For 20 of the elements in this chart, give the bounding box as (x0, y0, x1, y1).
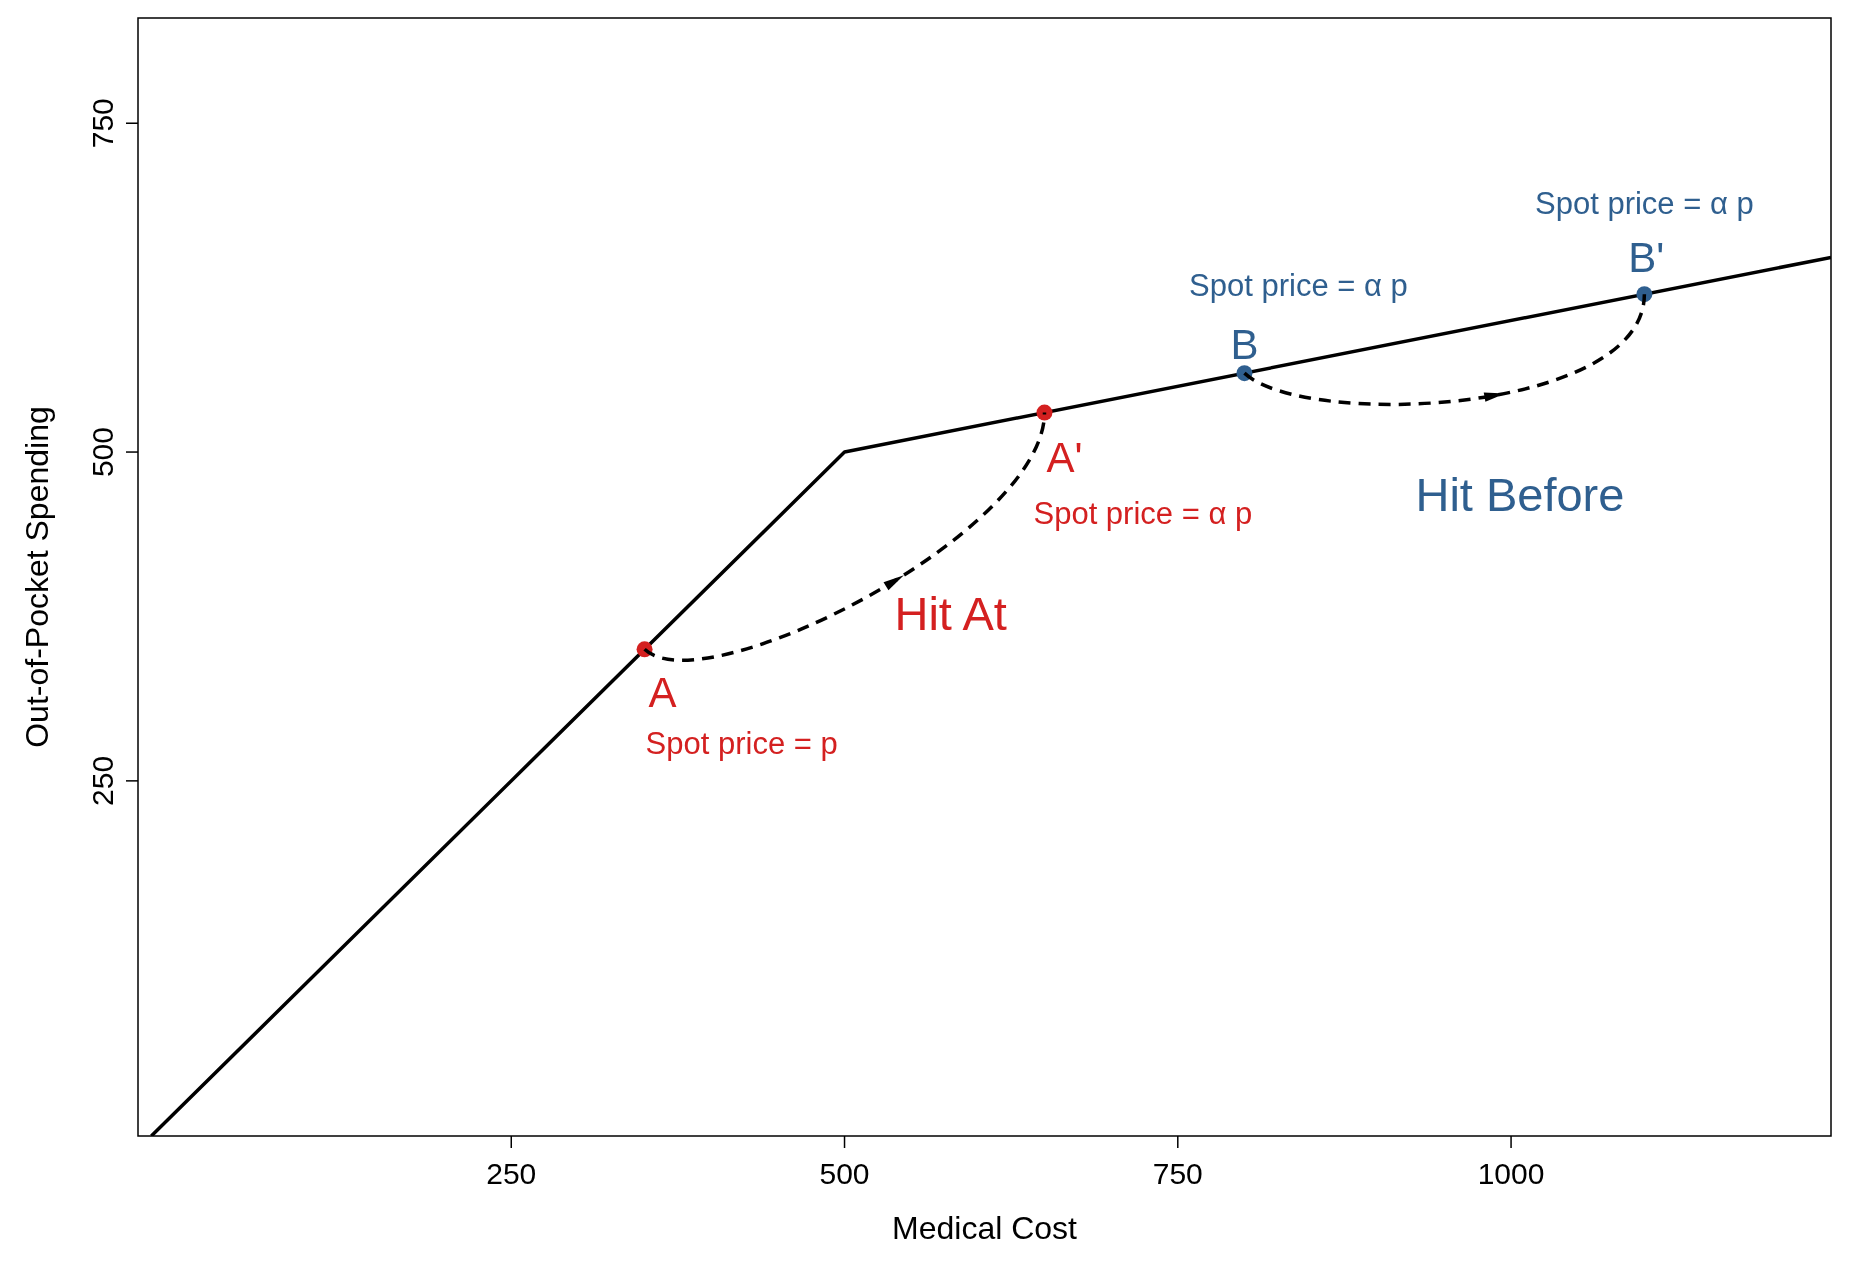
annotation: Hit Before (1415, 468, 1625, 522)
annotation: Spot price = α p (1033, 495, 1253, 531)
x-tick-label: 1000 (1477, 1157, 1545, 1190)
annotation: A' (1046, 433, 1083, 481)
annotation: Hit At (894, 586, 1007, 640)
point (1036, 404, 1053, 421)
x-tick-label: 500 (819, 1157, 870, 1190)
x-axis-title: Medical Cost (892, 1210, 1078, 1246)
y-tick-label: 250 (86, 755, 119, 806)
annotation: A (648, 669, 677, 717)
x-tick-label: 750 (1152, 1157, 1203, 1190)
y-axis-title: Out-of-Pocket Spending (19, 406, 55, 748)
annotation: Spot price = α p (1535, 186, 1754, 222)
annotation: B' (1628, 234, 1665, 282)
y-tick-label: 500 (86, 427, 119, 478)
x-tick-label: 250 (486, 1157, 537, 1190)
y-tick-label: 750 (86, 98, 119, 149)
annotation: B (1230, 321, 1259, 369)
annotation: Spot price = α p (1189, 268, 1408, 304)
annotation: Spot price = p (645, 726, 838, 762)
